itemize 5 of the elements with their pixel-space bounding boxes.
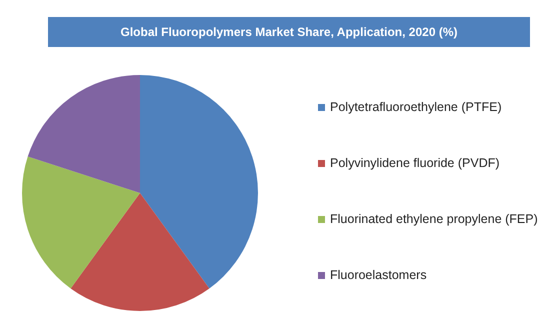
legend-label: Polyvinylidene fluoride (PVDF)	[330, 155, 501, 172]
chart-title: Global Fluoropolymers Market Share, Application, 2020 (%)	[48, 17, 530, 47]
legend-label: Fluorinated ethylene propylene (FEP)	[330, 211, 538, 228]
legend-label: Polytetrafluoroethylene (PTFE)	[330, 99, 503, 116]
legend-label: Fluoroelastomers	[330, 267, 428, 284]
